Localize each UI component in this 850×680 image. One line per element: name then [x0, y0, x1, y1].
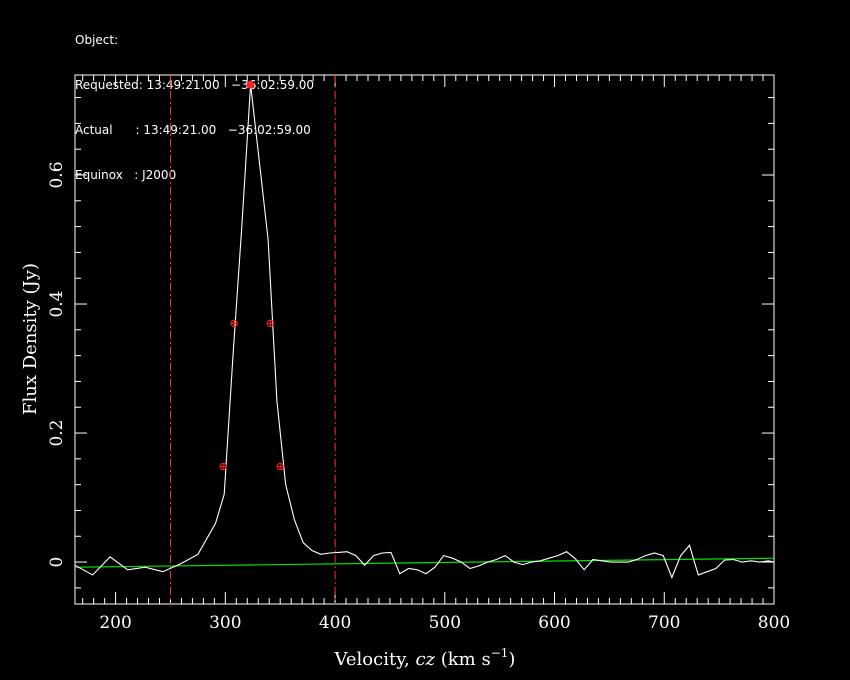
axis-ticks	[75, 75, 775, 604]
y-axis-title: Flux Density (Jy)	[20, 263, 41, 415]
peak-marker	[246, 80, 255, 89]
x-tick-label: 500	[429, 613, 461, 633]
x-tick-label: 700	[648, 613, 680, 633]
spectrum-line	[74, 84, 775, 579]
y-tick-label: 0.2	[47, 420, 67, 447]
x-tick-label: 600	[538, 613, 570, 633]
x-tick-label: 200	[99, 613, 131, 633]
tick-labels: 200 300 400 500 600 700 800 0 0.2 0.4 0.6	[47, 161, 790, 633]
plot-lines	[74, 75, 775, 604]
x-axis-title-exponent: −1	[491, 646, 509, 660]
x-axis-title-prefix: Velocity,	[334, 649, 416, 670]
x-axis-title-unit: (km s	[435, 649, 491, 670]
width-marker	[230, 319, 238, 328]
object-line: Object:	[75, 33, 119, 47]
y-tick-label: 0.4	[47, 290, 67, 317]
x-tick-label: 400	[319, 613, 351, 633]
y-tick-label: 0.6	[47, 161, 67, 188]
x-axis-title: Velocity, cz (km s−1)	[334, 646, 516, 670]
width-marker	[219, 462, 227, 471]
plot-frame	[74, 74, 775, 605]
plot-markers	[219, 80, 284, 471]
x-axis-title-close: )	[508, 649, 515, 670]
y-tick-label: 0	[47, 557, 67, 568]
width-marker	[266, 319, 275, 328]
baseline-fit-line	[74, 557, 775, 568]
equinox-line: Equinox : J2000	[75, 168, 177, 182]
x-tick-label: 300	[209, 613, 241, 633]
x-tick-label: 800	[758, 613, 790, 633]
x-axis-title-italic: cz	[415, 649, 435, 670]
width-marker	[276, 462, 284, 471]
